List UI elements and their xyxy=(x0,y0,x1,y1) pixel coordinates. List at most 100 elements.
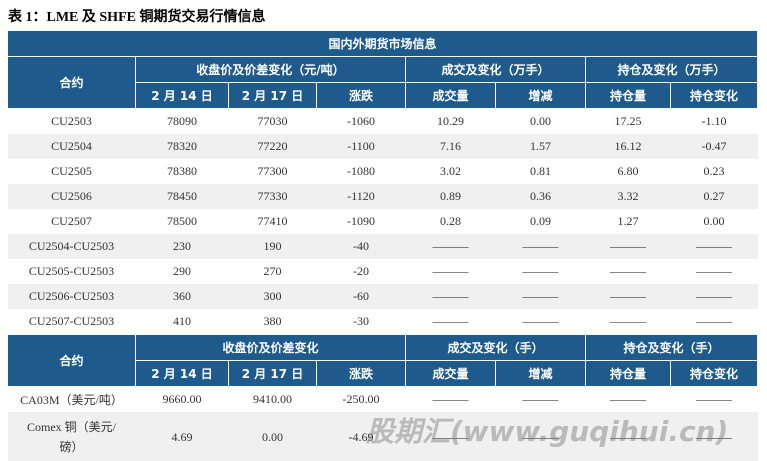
value-cell: ——— xyxy=(495,412,586,461)
value-cell: 3.02 xyxy=(440,164,461,178)
value-cell: 77220 xyxy=(228,134,317,159)
contract-cell: CU2505 xyxy=(51,164,92,178)
data-row: CU2507 78500 77410 -1090 0.28 0.09 1.27 0.00 xyxy=(8,209,758,234)
data-row: Comex 铜（美元/磅） 4.69 0.00 -4.69 ——— ——— ——— ——— xyxy=(7,412,758,461)
value-cell: ——— xyxy=(585,234,671,259)
value-cell: 9410.00 xyxy=(253,392,292,406)
contract-cell: CU2505-CU2503 xyxy=(28,264,115,278)
value-cell: 4.69 xyxy=(135,412,229,461)
column-header: 2 月 17 日 xyxy=(228,360,317,387)
value-cell: -1120 xyxy=(316,184,406,209)
value-cell: 230 xyxy=(135,234,229,259)
value-cell: ——— xyxy=(432,264,469,278)
group-header: 成交及变化（万手） xyxy=(405,56,586,83)
value-cell: ——— xyxy=(522,314,559,328)
column-header: 持仓量 xyxy=(585,82,671,109)
value-cell: 270 xyxy=(263,264,282,278)
column-header: 持仓变化 xyxy=(669,360,759,387)
group-header: 收盘价及价差变化 xyxy=(135,334,406,361)
column-header: 成交量 xyxy=(405,82,496,109)
value-cell: -250.00 xyxy=(342,392,380,406)
value-cell: -1060 xyxy=(347,114,375,128)
value-cell: 0.09 xyxy=(530,214,551,228)
value-cell: ——— xyxy=(405,234,496,259)
value-cell: 190 xyxy=(228,234,317,259)
value-cell: ——— xyxy=(696,264,732,278)
value-cell: -4.69 xyxy=(316,412,406,461)
value-cell: 380 xyxy=(263,314,282,328)
value-cell: 1.27 xyxy=(617,214,639,228)
value-cell: ——— xyxy=(585,412,671,461)
value-cell: ——— xyxy=(495,284,586,309)
value-cell: -30 xyxy=(353,314,369,328)
value-cell: 0.00 xyxy=(703,214,725,228)
value-cell: -1.10 xyxy=(701,114,727,128)
contract-cell: CU2503 xyxy=(51,114,92,128)
value-cell: 10.29 xyxy=(437,114,464,128)
value-cell: 17.25 xyxy=(614,114,642,128)
column-header: 涨跌 xyxy=(316,360,406,387)
value-cell: 0.00 xyxy=(228,412,317,461)
group-header: 成交及变化（手） xyxy=(405,334,586,361)
column-header: 持仓量 xyxy=(585,360,671,387)
value-cell: 78090 xyxy=(167,114,197,128)
value-cell: 78500 xyxy=(167,214,197,228)
data-row: CU2503 78090 77030 -1060 10.29 0.00 17.25 -1.10 xyxy=(8,109,758,135)
contract-header: 合约 xyxy=(7,56,136,109)
column-header: 增减 xyxy=(495,360,586,387)
value-cell: 0.81 xyxy=(530,164,551,178)
watermark: 股期汇(www.guqihui.cn) xyxy=(366,415,729,448)
column-header: 持仓变化 xyxy=(669,82,759,109)
contract-header: 合约 xyxy=(7,334,136,387)
data-row: CU2506-CU2503 360 300 -60 ——— ——— ——— ——— xyxy=(7,284,758,309)
value-cell: 16.12 xyxy=(585,134,671,159)
data-row: CU2507-CU2503 410 380 -30 ——— ——— ——— ——— xyxy=(8,309,758,335)
value-cell: -1080 xyxy=(347,164,375,178)
value-cell: ——— xyxy=(432,314,469,328)
column-header: 2 月 17 日 xyxy=(228,82,317,109)
value-cell: 1.57 xyxy=(495,134,586,159)
value-cell: -1090 xyxy=(347,214,375,228)
column-header: 2 月 14 日 xyxy=(135,360,229,387)
group-header-row: 合约 收盘价及价差变化（元/吨） 成交及变化（万手） 持仓及变化（万手） xyxy=(7,56,759,109)
value-cell: ——— xyxy=(522,392,559,406)
column-header: 成交量 xyxy=(405,360,496,387)
value-cell: 360 xyxy=(135,284,229,309)
column-header: 增减 xyxy=(495,82,586,109)
value-cell: ——— xyxy=(522,264,559,278)
column-header: 2 月 14 日 xyxy=(135,82,229,109)
data-row: CU2505-CU2503 290 270 -20 ——— ——— ——— ——— xyxy=(8,259,758,284)
value-cell: -20 xyxy=(353,264,369,278)
group-header-row: 合约 收盘价及价差变化 成交及变化（手） 持仓及变化（手） xyxy=(7,334,759,387)
value-cell: 6.80 xyxy=(617,164,639,178)
group-header: 持仓及变化（万手） xyxy=(584,56,759,83)
value-cell: 7.16 xyxy=(405,134,496,159)
value-cell: ——— xyxy=(495,234,586,259)
value-cell: 410 xyxy=(173,314,191,328)
data-row: CU2505 78380 77300 -1080 3.02 0.81 6.80 0.23 xyxy=(8,159,758,184)
value-cell: 0.89 xyxy=(405,184,496,209)
value-cell: 0.27 xyxy=(670,184,758,209)
value-cell: ——— xyxy=(670,284,758,309)
group-header: 持仓及变化（手） xyxy=(584,334,759,361)
contract-cell: CU2507 xyxy=(51,214,92,228)
contract-cell: CU2506 xyxy=(7,184,136,209)
contract-cell: Comex 铜（美元/磅） xyxy=(7,412,136,461)
value-cell: 78450 xyxy=(135,184,229,209)
value-cell: ——— xyxy=(432,392,469,406)
contract-cell: CU2504 xyxy=(7,134,136,159)
contract-cell: CU2507-CU2503 xyxy=(28,314,115,328)
value-cell: 78380 xyxy=(167,164,197,178)
table-title: 表 1：LME 及 SHFE 铜期货交易行情信息 xyxy=(8,10,266,25)
value-cell: ——— xyxy=(610,264,646,278)
value-cell: 3.32 xyxy=(585,184,671,209)
value-cell: 77330 xyxy=(228,184,317,209)
value-cell: -0.47 xyxy=(670,134,758,159)
value-cell: 9660.00 xyxy=(162,392,202,406)
value-cell: 77030 xyxy=(257,114,288,128)
value-cell: ——— xyxy=(585,284,671,309)
